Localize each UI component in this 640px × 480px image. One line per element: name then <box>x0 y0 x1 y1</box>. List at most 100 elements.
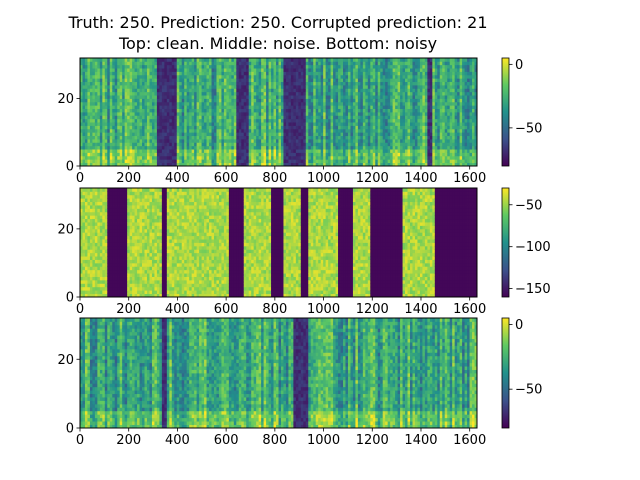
heatmap-cell <box>226 122 230 126</box>
heatmap-cell <box>459 132 463 137</box>
heatmap-cell <box>347 125 351 130</box>
heatmap-cell <box>186 61 190 66</box>
heatmap-cell <box>156 81 160 86</box>
heatmap-cell <box>114 85 118 89</box>
heatmap-cell <box>186 108 190 113</box>
heatmap-cell <box>352 81 356 86</box>
heatmap-cell <box>449 149 453 153</box>
heatmap-cell <box>132 122 135 126</box>
heatmap-cell <box>315 142 319 147</box>
heatmap-cell <box>360 135 364 140</box>
heatmap-cell <box>80 64 83 69</box>
heatmap-cell <box>400 85 403 89</box>
heatmap-cell <box>352 85 356 89</box>
heatmap-cell <box>452 135 456 140</box>
heatmap-cell <box>181 135 185 140</box>
heatmap-cell <box>285 105 289 110</box>
heatmap-cell <box>191 64 195 69</box>
heatmap-cell <box>144 132 148 137</box>
heatmap-cell <box>434 68 438 72</box>
heatmap-cell <box>434 132 438 137</box>
heatmap-cell <box>375 61 379 66</box>
heatmap-cell <box>402 122 406 126</box>
heatmap-cell <box>367 149 371 153</box>
heatmap-cell <box>347 101 351 106</box>
heatmap-cell <box>238 91 242 96</box>
heatmap-cell <box>122 155 126 160</box>
heatmap-cell <box>338 78 341 83</box>
heatmap-cell <box>367 139 371 143</box>
heatmap-cell <box>395 115 398 120</box>
heatmap-cell <box>276 85 279 89</box>
heatmap-cell <box>375 74 379 79</box>
heatmap-cell <box>241 155 245 160</box>
heatmap-cell <box>462 152 465 157</box>
heatmap-cell <box>437 155 441 160</box>
heatmap-cell <box>223 139 227 143</box>
heatmap-cell <box>204 112 207 116</box>
heatmap-cell <box>248 135 252 140</box>
heatmap-cell <box>263 64 267 69</box>
heatmap-cell <box>410 71 413 76</box>
heatmap-cell <box>271 58 274 62</box>
heatmap-cell <box>253 91 257 96</box>
heatmap-cell <box>266 98 269 103</box>
heatmap-cell <box>87 155 91 160</box>
heatmap-cell <box>253 122 257 126</box>
heatmap-cell <box>429 105 433 110</box>
heatmap-cell <box>223 128 227 133</box>
heatmap-cell <box>295 132 299 137</box>
heatmap-cell <box>161 155 165 160</box>
heatmap-cell <box>459 112 463 116</box>
heatmap-cell <box>459 98 463 103</box>
heatmap-cell <box>191 71 195 76</box>
heatmap-cell <box>295 152 299 157</box>
heatmap-cell <box>122 64 126 69</box>
heatmap-cell <box>127 149 131 153</box>
heatmap-cell <box>204 78 207 83</box>
heatmap-cell <box>134 125 138 130</box>
heatmap-cell <box>221 58 225 62</box>
heatmap-cell <box>149 135 153 140</box>
heatmap-cell <box>313 81 317 86</box>
heatmap-cell <box>347 68 351 72</box>
heatmap-cell <box>444 115 448 120</box>
heatmap-cell <box>437 85 441 89</box>
heatmap-cell <box>328 152 332 157</box>
heatmap-cell <box>107 68 111 72</box>
heatmap-cell <box>169 95 173 99</box>
heatmap-cell <box>290 58 294 62</box>
heatmap-cell <box>330 64 334 69</box>
heatmap-cell <box>352 122 356 126</box>
heatmap-cell <box>97 162 101 167</box>
heatmap-cell <box>432 85 436 89</box>
heatmap-cell <box>437 88 441 93</box>
heatmap-cell <box>444 145 448 150</box>
heatmap-cell <box>452 108 456 113</box>
heatmap-cell <box>365 139 369 143</box>
heatmap-cell <box>447 145 451 150</box>
heatmap-cell <box>298 74 302 79</box>
heatmap-cell <box>340 95 344 99</box>
heatmap-cell <box>400 108 403 113</box>
heatmap-cell <box>449 118 453 123</box>
heatmap-cell <box>156 98 160 103</box>
heatmap-cell <box>462 132 465 137</box>
heatmap-cell <box>439 155 443 160</box>
heatmap-cell <box>303 64 307 69</box>
heatmap-cell <box>107 95 111 99</box>
heatmap-cell <box>424 155 428 160</box>
heatmap-cell <box>412 88 416 93</box>
heatmap-cell <box>362 78 366 83</box>
heatmap-cell <box>372 152 376 157</box>
heatmap-cell <box>142 149 145 153</box>
heatmap-cell <box>439 135 443 140</box>
heatmap-cell <box>298 125 302 130</box>
heatmap-cell <box>97 105 101 110</box>
heatmap-cell <box>300 108 304 113</box>
heatmap-cell <box>149 95 153 99</box>
heatmap-cell <box>194 101 198 106</box>
heatmap-cell <box>154 101 158 106</box>
heatmap-cell <box>273 74 277 79</box>
heatmap-cell <box>92 142 96 147</box>
